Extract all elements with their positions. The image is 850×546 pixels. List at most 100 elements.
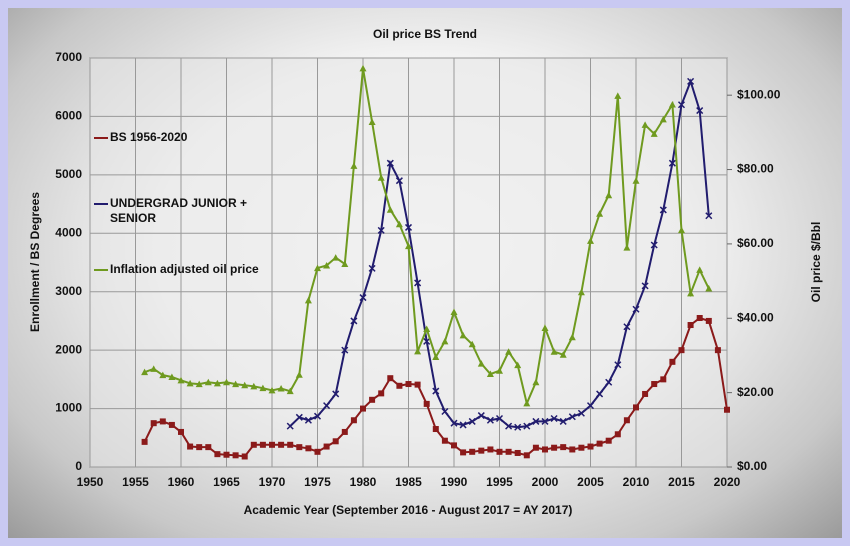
- point: [587, 237, 594, 244]
- point: [269, 441, 275, 448]
- x-tick-label: 1965: [213, 475, 240, 489]
- point: [295, 413, 303, 421]
- y-tick-label: 0: [75, 459, 82, 473]
- point: [469, 448, 476, 455]
- legend-swatch: [94, 137, 108, 139]
- point: [641, 121, 649, 128]
- point: [724, 406, 730, 413]
- point: [696, 107, 704, 115]
- point: [286, 387, 294, 395]
- point: [687, 289, 695, 297]
- point: [577, 288, 585, 296]
- point: [332, 390, 340, 398]
- x-tick-label: 1955: [122, 475, 149, 489]
- legend-entry: BS 1956-2020: [94, 130, 260, 145]
- legend-label: UNDERGRAD JUNIOR + SENIOR: [110, 196, 248, 225]
- point: [214, 451, 221, 458]
- x-tick-label: 2015: [668, 475, 695, 489]
- point: [550, 348, 558, 355]
- point: [277, 385, 285, 392]
- legend-swatch: [94, 203, 108, 205]
- point: [414, 279, 422, 287]
- point: [468, 417, 476, 425]
- point: [432, 426, 439, 433]
- point: [541, 324, 549, 331]
- point: [341, 346, 349, 354]
- point: [514, 449, 521, 456]
- point: [350, 417, 357, 424]
- point: [696, 266, 704, 273]
- point: [632, 305, 640, 313]
- point: [551, 444, 558, 451]
- point: [304, 416, 312, 424]
- point: [450, 419, 458, 427]
- point: [660, 376, 667, 383]
- x-tick-label: 2010: [623, 475, 650, 489]
- legend-label: BS 1956-2020: [110, 130, 188, 144]
- point: [168, 421, 175, 428]
- x-tick-label: 1980: [350, 475, 377, 489]
- x-tick-label: 1985: [395, 475, 422, 489]
- x-tick-label: 2020: [714, 475, 741, 489]
- point: [313, 412, 322, 420]
- point: [259, 441, 266, 448]
- point: [505, 422, 513, 430]
- point: [341, 428, 348, 435]
- point: [505, 348, 513, 355]
- legend-swatch: [94, 269, 108, 271]
- y-tick-label: 5000: [55, 167, 82, 181]
- point: [395, 177, 403, 185]
- y-tick-label: 7000: [55, 50, 82, 64]
- point: [396, 382, 403, 389]
- point: [677, 101, 686, 109]
- point: [714, 347, 721, 354]
- point: [305, 445, 312, 452]
- x-tick-label: 1995: [486, 475, 513, 489]
- y2-tick-label: $60.00: [737, 236, 774, 250]
- point: [705, 285, 713, 292]
- point: [223, 378, 230, 386]
- point: [532, 378, 540, 386]
- point: [687, 77, 695, 85]
- point: [568, 413, 576, 421]
- point: [559, 417, 567, 425]
- legend-entry: Inflation adjusted oil price: [94, 262, 260, 277]
- point: [705, 212, 713, 220]
- point: [687, 322, 694, 329]
- point: [150, 365, 158, 372]
- y-tick-label: 6000: [55, 109, 82, 123]
- point: [296, 444, 303, 451]
- point: [377, 226, 385, 234]
- point: [451, 442, 457, 449]
- point: [523, 422, 531, 430]
- point: [286, 422, 294, 430]
- point: [323, 261, 331, 269]
- point: [596, 210, 604, 217]
- point: [177, 376, 185, 384]
- point: [605, 437, 612, 444]
- point: [378, 390, 385, 397]
- point: [368, 264, 376, 272]
- point: [468, 340, 476, 348]
- point: [614, 361, 622, 369]
- x-tick-label: 1990: [441, 475, 468, 489]
- point: [623, 244, 631, 251]
- point: [332, 254, 340, 261]
- point: [404, 223, 413, 231]
- point: [669, 358, 676, 365]
- point: [350, 162, 358, 169]
- point: [196, 444, 203, 451]
- x-tick-label: 1970: [259, 475, 286, 489]
- point: [386, 206, 394, 213]
- point: [314, 264, 321, 272]
- point: [596, 440, 603, 447]
- y-tick-label: 4000: [55, 225, 82, 239]
- point: [460, 449, 467, 456]
- point: [332, 438, 339, 445]
- point: [668, 100, 676, 108]
- point: [705, 317, 712, 324]
- y-tick-label: 1000: [55, 401, 82, 415]
- point: [414, 347, 422, 355]
- point: [577, 409, 585, 417]
- point: [268, 386, 276, 394]
